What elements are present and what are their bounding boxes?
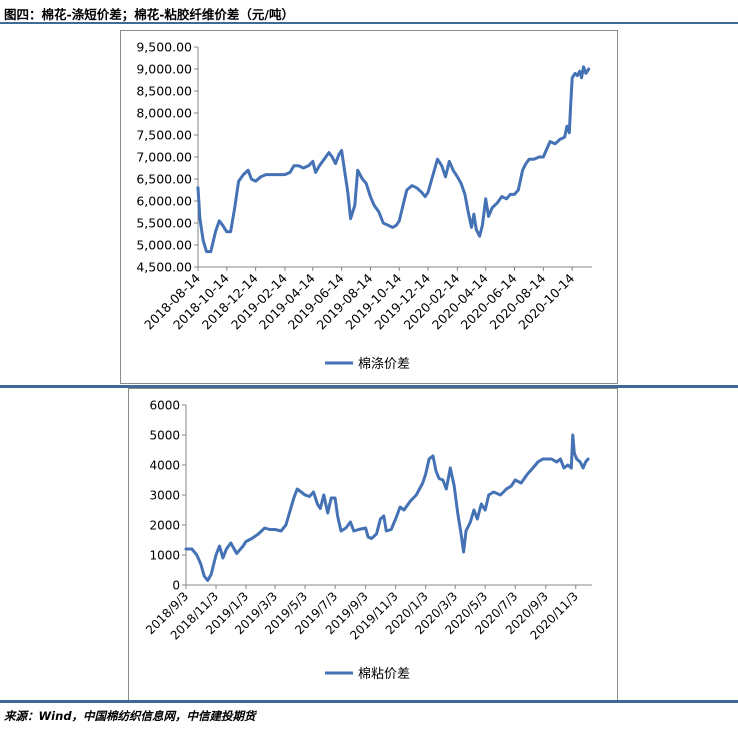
y-tick-label: 2000 [149, 519, 180, 533]
chart-panel-cotton-polyester [120, 30, 618, 384]
y-tick-label: 0 [172, 579, 180, 593]
y-tick-label: 8,000.00 [136, 106, 192, 121]
chart-panel-cotton-viscose [128, 388, 618, 701]
header-rule [0, 22, 738, 24]
footer-rule [0, 700, 738, 703]
y-tick-label: 7,000.00 [136, 150, 192, 165]
y-tick-label: 4000 [149, 459, 180, 473]
legend-label: 棉粘价差 [358, 667, 410, 682]
y-tick-label: 9,500.00 [136, 40, 192, 55]
y-tick-label: 8,500.00 [136, 84, 192, 99]
figure-title: 图四：棉花-涤短价差；棉花-粘胶纤维价差（元/吨） [4, 7, 294, 22]
source-note: 来源：Wind，中国棉纺织信息网，中信建投期货 [4, 709, 256, 723]
y-tick-label: 6000 [149, 399, 180, 413]
y-tick-label: 3000 [149, 489, 180, 503]
middle-rule [0, 385, 738, 388]
y-tick-label: 6,000.00 [136, 194, 192, 209]
y-tick-label: 4,500.00 [136, 260, 192, 275]
y-tick-label: 7,500.00 [136, 128, 192, 143]
y-tick-label: 9,000.00 [136, 62, 192, 77]
y-tick-label: 1000 [149, 549, 180, 563]
series-line [196, 65, 591, 254]
legend-label: 棉涤价差 [358, 357, 410, 372]
y-tick-label: 6,500.00 [136, 172, 192, 187]
y-tick-label: 5,000.00 [136, 238, 192, 253]
series-line [184, 433, 590, 582]
y-tick-label: 5,500.00 [136, 216, 192, 231]
y-tick-label: 5000 [149, 429, 180, 443]
